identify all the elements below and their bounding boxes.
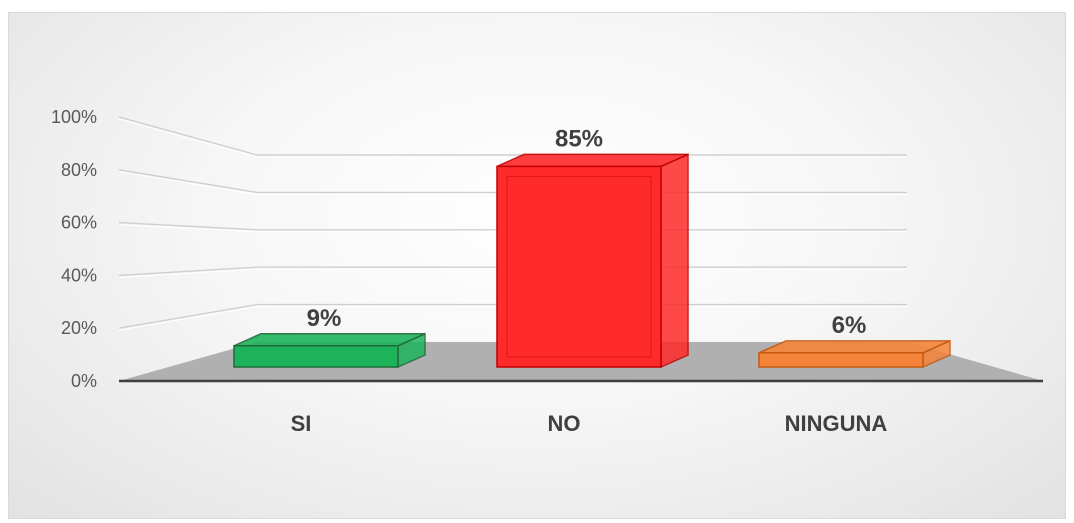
gridline	[118, 116, 907, 156]
bar	[496, 165, 662, 368]
x-tick-label: SI	[291, 411, 312, 436]
bar	[233, 345, 399, 368]
gridline	[118, 266, 907, 277]
y-tick-label: 80%	[61, 160, 97, 180]
gridline	[118, 221, 907, 231]
chart-area: 0% 20% 40% 60% 80% 100% 9% SI 85% NO 6% NINGUNA	[8, 12, 1066, 519]
bar-top	[233, 333, 426, 347]
x-tick-label: NINGUNA	[785, 411, 888, 436]
x-tick-label: NO	[548, 411, 581, 436]
gridline-highlight	[118, 171, 907, 195]
bar-bevel	[506, 175, 652, 358]
gridline-highlight	[118, 118, 907, 158]
y-tick-label: 40%	[61, 265, 97, 285]
bar-top	[496, 153, 689, 168]
bar	[758, 352, 924, 368]
gridline	[118, 303, 907, 329]
y-tick-label: 20%	[61, 318, 97, 338]
y-tick-label: 0%	[71, 371, 97, 391]
data-label: 6%	[832, 312, 867, 339]
bar-top	[758, 340, 951, 354]
gridline-highlight	[118, 268, 907, 278]
bar-chart: 0% 20% 40% 60% 80% 100% 9% SI 85% NO 6% NINGUNA	[51, 107, 1043, 436]
y-tick-label: 60%	[61, 213, 97, 233]
gridline-highlight	[118, 224, 907, 233]
gridline	[118, 169, 907, 194]
gridline-highlight	[118, 306, 907, 331]
data-label: 9%	[307, 305, 342, 332]
y-tick-label: 100%	[51, 107, 97, 127]
bar-side	[660, 153, 689, 369]
data-label: 85%	[555, 125, 603, 152]
